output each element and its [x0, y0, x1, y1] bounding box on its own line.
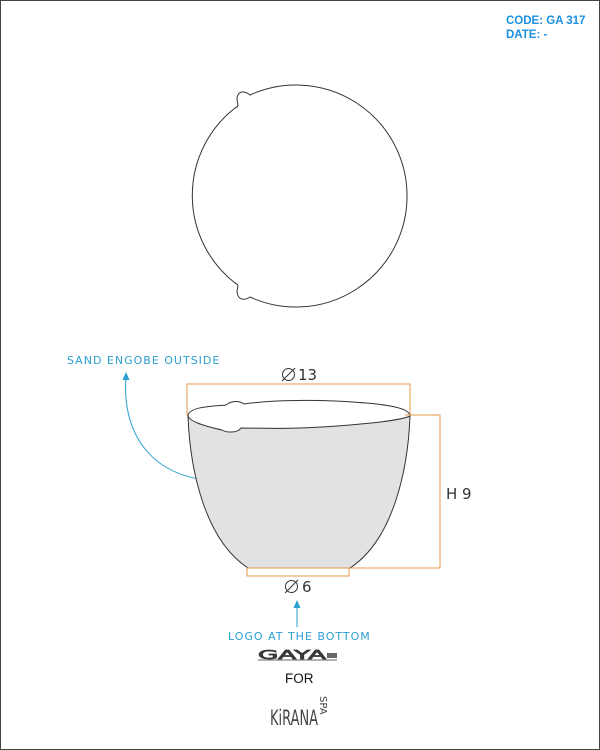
height-value: H 9 — [446, 485, 472, 503]
bottom-note: LOGO AT THE BOTTOM — [228, 630, 371, 643]
bottom-note-leader — [293, 600, 301, 627]
client-logo: KiRANA SPA — [270, 696, 328, 730]
client-logo-suffix: SPA — [317, 696, 328, 715]
base-diameter-value: 6 — [302, 578, 312, 596]
maker-logo-text: GAYA — [258, 648, 328, 662]
outside-finish-note: SAND ENGOBE OUTSIDE — [67, 354, 220, 367]
side-view-body — [187, 415, 411, 569]
top-view — [191, 84, 408, 308]
diameter-symbol-icon — [284, 579, 299, 594]
top-view-outline — [191, 84, 408, 308]
top-diameter-value: 13 — [298, 366, 317, 384]
drawing-date: DATE: - — [506, 29, 548, 41]
for-label: FOR — [285, 671, 314, 686]
side-view — [187, 399, 411, 569]
product-code: CODE: GA 317 — [506, 15, 586, 27]
diameter-symbol-icon — [281, 367, 296, 382]
height-dimension — [350, 414, 441, 569]
title-block: CODE: GA 317 DATE: - — [506, 14, 585, 42]
rim-outline — [187, 399, 411, 433]
client-logo-text: KiRANA — [270, 706, 318, 730]
base-diameter-dimension: 6 — [246, 567, 350, 596]
maker-logo: GAYA — [258, 648, 337, 662]
